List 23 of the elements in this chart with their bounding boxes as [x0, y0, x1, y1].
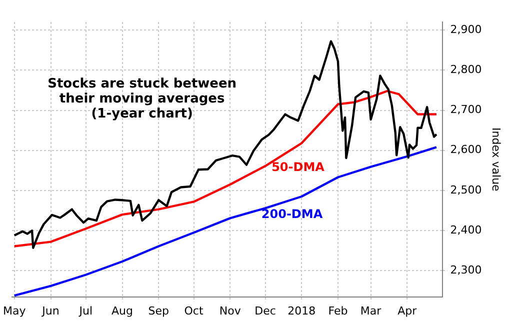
y-tick-label: 2,400: [450, 223, 482, 236]
x-tick-label: Jul: [78, 304, 93, 318]
y-tick-label: 2,800: [450, 63, 482, 76]
annotation: Stocks are stuck between their moving averages (1-year chart): [48, 76, 237, 122]
x-tick-label: Nov: [219, 304, 242, 318]
x-tick-label: Aug: [112, 304, 134, 318]
y-tick-label: 2,500: [450, 183, 482, 196]
x-tick-label: Sep: [148, 304, 169, 318]
x-tick-label: Jun: [41, 304, 60, 318]
x-tick-label: 2018: [288, 304, 316, 318]
y-tick-label: 2,300: [450, 264, 482, 277]
x-tick-label: Feb: [328, 304, 348, 318]
y-tick-label: 2,600: [450, 143, 482, 156]
y-tick-label: 2,900: [450, 22, 482, 36]
x-tick-label: Dec: [254, 304, 276, 318]
x-tick-label: Apr: [398, 304, 418, 318]
x-tick-label: Mar: [360, 304, 382, 318]
x-tick-label: Oct: [184, 304, 204, 318]
y-axis-title: Index value: [490, 127, 503, 192]
series-label: 200-DMA: [261, 207, 324, 222]
series-label: 50-DMA: [272, 160, 326, 174]
y-tick-label: 2,700: [450, 103, 482, 116]
x-tick-label: May: [3, 304, 26, 318]
